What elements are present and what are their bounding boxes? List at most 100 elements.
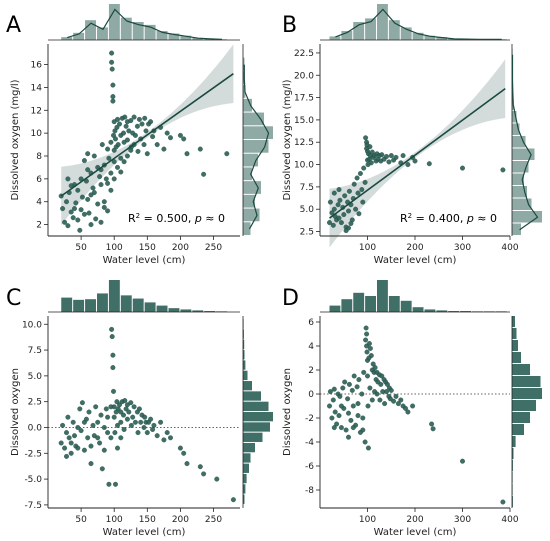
data-point	[150, 134, 156, 140]
data-point	[142, 414, 148, 420]
data-point	[327, 199, 333, 205]
right-marginal-bar	[243, 360, 246, 370]
data-point	[336, 413, 342, 419]
x-tick-label: 100	[359, 515, 376, 525]
right-marginal-bar	[512, 364, 530, 375]
data-point	[360, 415, 366, 421]
data-point	[110, 94, 116, 100]
data-point	[384, 153, 390, 159]
data-point	[58, 440, 64, 446]
p-value: ≈ 0	[202, 212, 225, 225]
data-point	[71, 206, 77, 212]
data-point	[224, 151, 230, 157]
top-marginal-bar	[388, 296, 400, 312]
data-point	[378, 381, 384, 387]
data-point	[111, 414, 117, 420]
data-point	[364, 349, 370, 355]
data-point	[386, 159, 392, 165]
top-marginal-bar	[377, 280, 388, 312]
x-axis-label: Water level (cm)	[103, 255, 186, 266]
data-point	[342, 379, 348, 385]
data-point	[400, 153, 406, 159]
p-value: ≈ 0	[474, 212, 497, 225]
data-point	[363, 135, 369, 141]
panel-letter: D	[282, 286, 299, 311]
data-point	[62, 445, 68, 451]
right-marginal-bar	[243, 422, 270, 432]
data-point	[75, 217, 81, 223]
x-tick-label: 200	[406, 515, 423, 525]
top-marginal-bar	[96, 293, 108, 312]
data-point	[158, 419, 164, 425]
x-tick-label: 150	[139, 243, 156, 253]
data-point	[329, 415, 335, 421]
r2-value: = 0.500,	[140, 212, 195, 225]
panel-c: C 50 100 150 200 250 -7.5 -5.0 -2.5 0.0 2.5 5.0 7.5 1…	[6, 280, 273, 538]
data-point	[177, 445, 183, 451]
data-point	[98, 219, 104, 225]
y-tick-label: 2	[308, 366, 314, 376]
data-point	[136, 116, 142, 122]
data-point	[75, 187, 81, 193]
data-point	[93, 216, 99, 222]
data-point	[124, 137, 130, 143]
data-point	[355, 413, 361, 419]
y-axis-label: Dissolved oxygen (mg/l)	[10, 79, 21, 200]
data-point	[63, 199, 69, 205]
right-marginal-bar	[243, 494, 245, 504]
data-point	[109, 50, 115, 56]
data-point	[78, 428, 84, 434]
r2-annotation: R2 = 0.400, p ≈ 0	[400, 212, 497, 225]
right-density-curve	[243, 64, 270, 230]
data-point	[405, 409, 411, 415]
x-tick-label: 250	[205, 515, 222, 525]
data-point	[500, 499, 506, 505]
data-point	[359, 391, 365, 397]
right-marginal-bar	[512, 412, 530, 423]
y-tick-label: 2.5	[28, 398, 42, 408]
data-point	[120, 130, 126, 136]
data-point	[70, 215, 76, 221]
data-point	[377, 397, 383, 403]
data-point	[71, 433, 77, 439]
data-point	[108, 435, 114, 441]
data-point	[88, 461, 94, 467]
top-marginal-bar	[168, 308, 180, 312]
top-marginal-bar	[132, 22, 144, 40]
data-point	[382, 401, 388, 407]
top-marginal-bar	[353, 292, 365, 312]
top-marginal-bar	[144, 24, 156, 40]
data-point	[356, 211, 362, 217]
data-point	[460, 165, 466, 171]
data-point	[144, 430, 150, 436]
data-point	[98, 412, 104, 418]
data-point	[99, 466, 105, 472]
x-tick-label: 300	[454, 243, 471, 253]
data-point	[214, 476, 220, 482]
data-point	[164, 430, 170, 436]
data-point	[340, 385, 346, 391]
data-point	[110, 98, 116, 104]
y-tick-label: 5.0	[300, 205, 315, 215]
data-point	[336, 187, 342, 193]
top-marginal-bar	[436, 310, 448, 312]
y-tick-label: 6	[36, 175, 42, 185]
top-marginal	[48, 4, 240, 41]
data-point	[148, 119, 154, 125]
right-marginal-bar	[243, 484, 246, 494]
right-marginal-bar	[243, 329, 244, 339]
data-point	[118, 409, 124, 415]
data-point	[365, 445, 371, 451]
y-tick-label: 22.5	[294, 49, 314, 59]
data-point	[346, 434, 352, 440]
regression-line	[60, 73, 234, 197]
r2-annotation: R2 = 0.500, p ≈ 0	[128, 212, 225, 225]
top-marginal-bar	[85, 20, 96, 40]
data-point	[90, 185, 96, 191]
y-tick-label: 20.0	[294, 71, 314, 81]
data-point	[393, 154, 399, 160]
data-point	[110, 82, 116, 88]
y-tick-label: 4	[308, 342, 314, 352]
y-axis-label: Dissolved oxygen	[10, 368, 21, 456]
x-tick-label: 100	[106, 515, 123, 525]
